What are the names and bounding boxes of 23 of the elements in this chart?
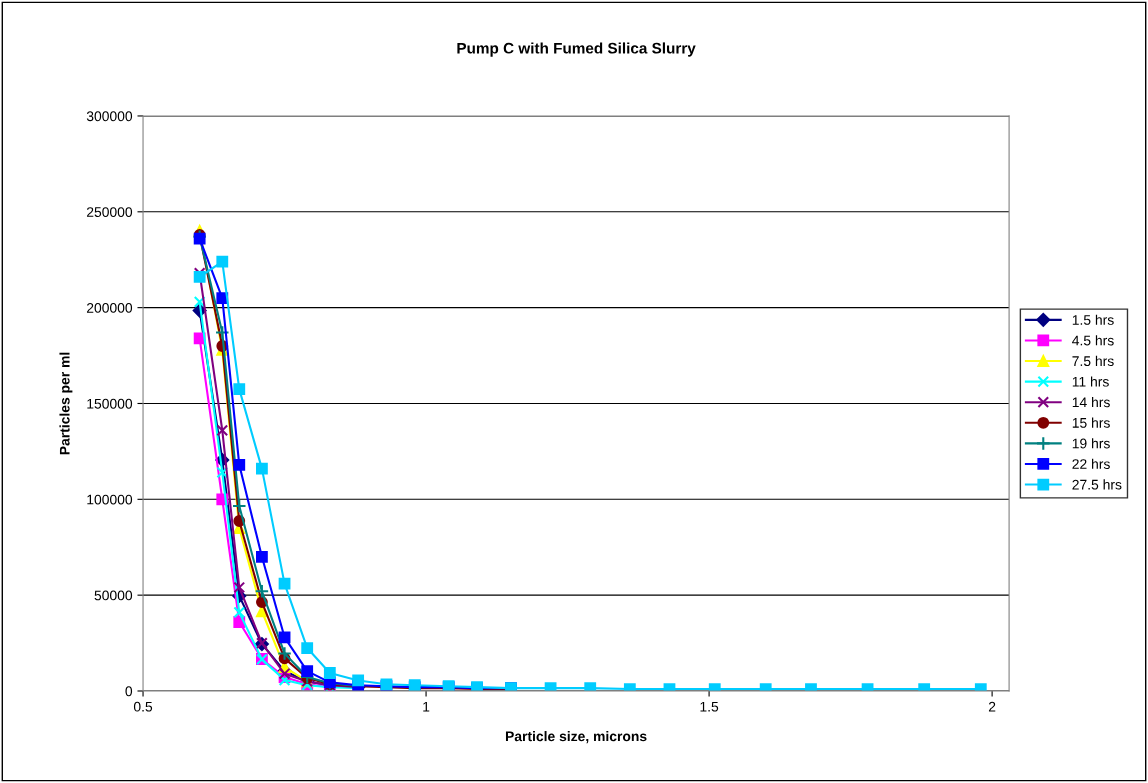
y-tick-label: 250000 xyxy=(86,207,133,217)
x-tick-label: 1.5 xyxy=(700,701,719,712)
legend-label: 19 hrs xyxy=(1072,438,1110,449)
y-tick-label: 0 xyxy=(125,686,133,697)
legend-label: 22 hrs xyxy=(1072,458,1110,469)
y-tick-label: 50000 xyxy=(94,590,133,601)
x-tick-label: 1 xyxy=(423,701,430,712)
x-axis-title: Particle size, microns xyxy=(505,731,647,744)
legend-label: 4.5 hrs xyxy=(1072,335,1114,346)
y-tick-label: 150000 xyxy=(87,398,133,409)
x-tick-label: 0.5 xyxy=(133,701,153,712)
legend-label: 15 hrs xyxy=(1072,417,1110,428)
y-tick-label: 200000 xyxy=(86,302,133,313)
y-axis-title: Particles per ml xyxy=(59,352,73,455)
legend-label: 7.5 hrs xyxy=(1072,355,1114,367)
x-tick-label: 2 xyxy=(988,701,996,712)
legend-label: 14 hrs xyxy=(1072,397,1110,408)
legend-label: 11 hrs xyxy=(1072,376,1109,387)
legend-label: 27.5 hrs xyxy=(1072,479,1122,490)
y-tick-label: 300000 xyxy=(86,111,133,122)
chart-title: Pump C with Fumed Silica Slurry xyxy=(457,42,696,57)
y-tick-label: 100000 xyxy=(87,494,133,505)
legend-label: 1.5 hrs xyxy=(1072,314,1114,325)
